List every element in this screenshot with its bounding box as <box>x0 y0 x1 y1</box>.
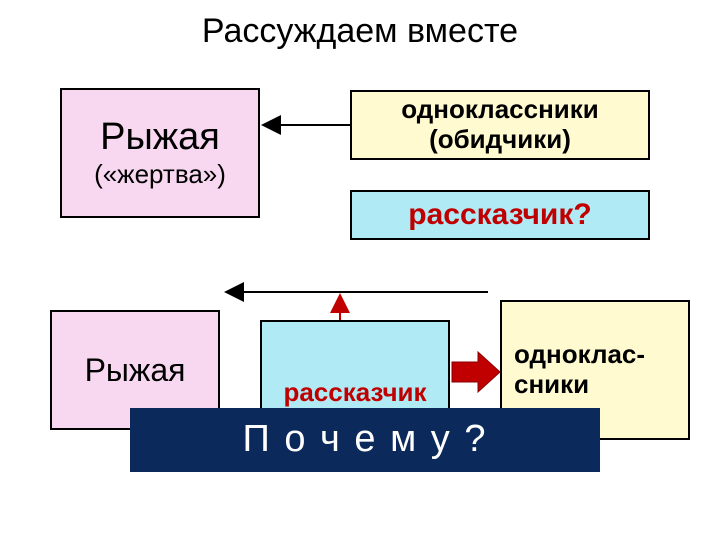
label-offenders: (обидчики) <box>429 125 571 155</box>
box-classmates-offenders: одноклассники (обидчики) <box>350 90 650 160</box>
box-why: П о ч е м у ? <box>130 408 600 472</box>
label-classmates: одноклассники <box>401 95 599 125</box>
arrow-narrator-to-classmates <box>452 352 500 392</box>
label-narrator-q: рассказчик? <box>408 198 591 233</box>
label-rizhaya: Рыжая <box>100 116 220 160</box>
box-narrator: рассказчик <box>260 320 450 420</box>
page-title: Рассуждаем вместе <box>0 12 720 51</box>
label-narrator: рассказчик <box>283 378 426 408</box>
label-classmates2b: сники <box>514 370 589 400</box>
box-narrator-question: рассказчик? <box>350 190 650 240</box>
label-rizhaya2: Рыжая <box>85 352 186 389</box>
label-victim: («жертва») <box>94 160 226 190</box>
box-rizhaya-victim: Рыжая («жертва») <box>60 88 260 218</box>
label-classmates2a: одноклас- <box>514 340 645 370</box>
label-why: П о ч е м у ? <box>243 418 488 462</box>
diagram-stage: { "title": { "text": "Рассуждаем вместе"… <box>0 0 720 540</box>
